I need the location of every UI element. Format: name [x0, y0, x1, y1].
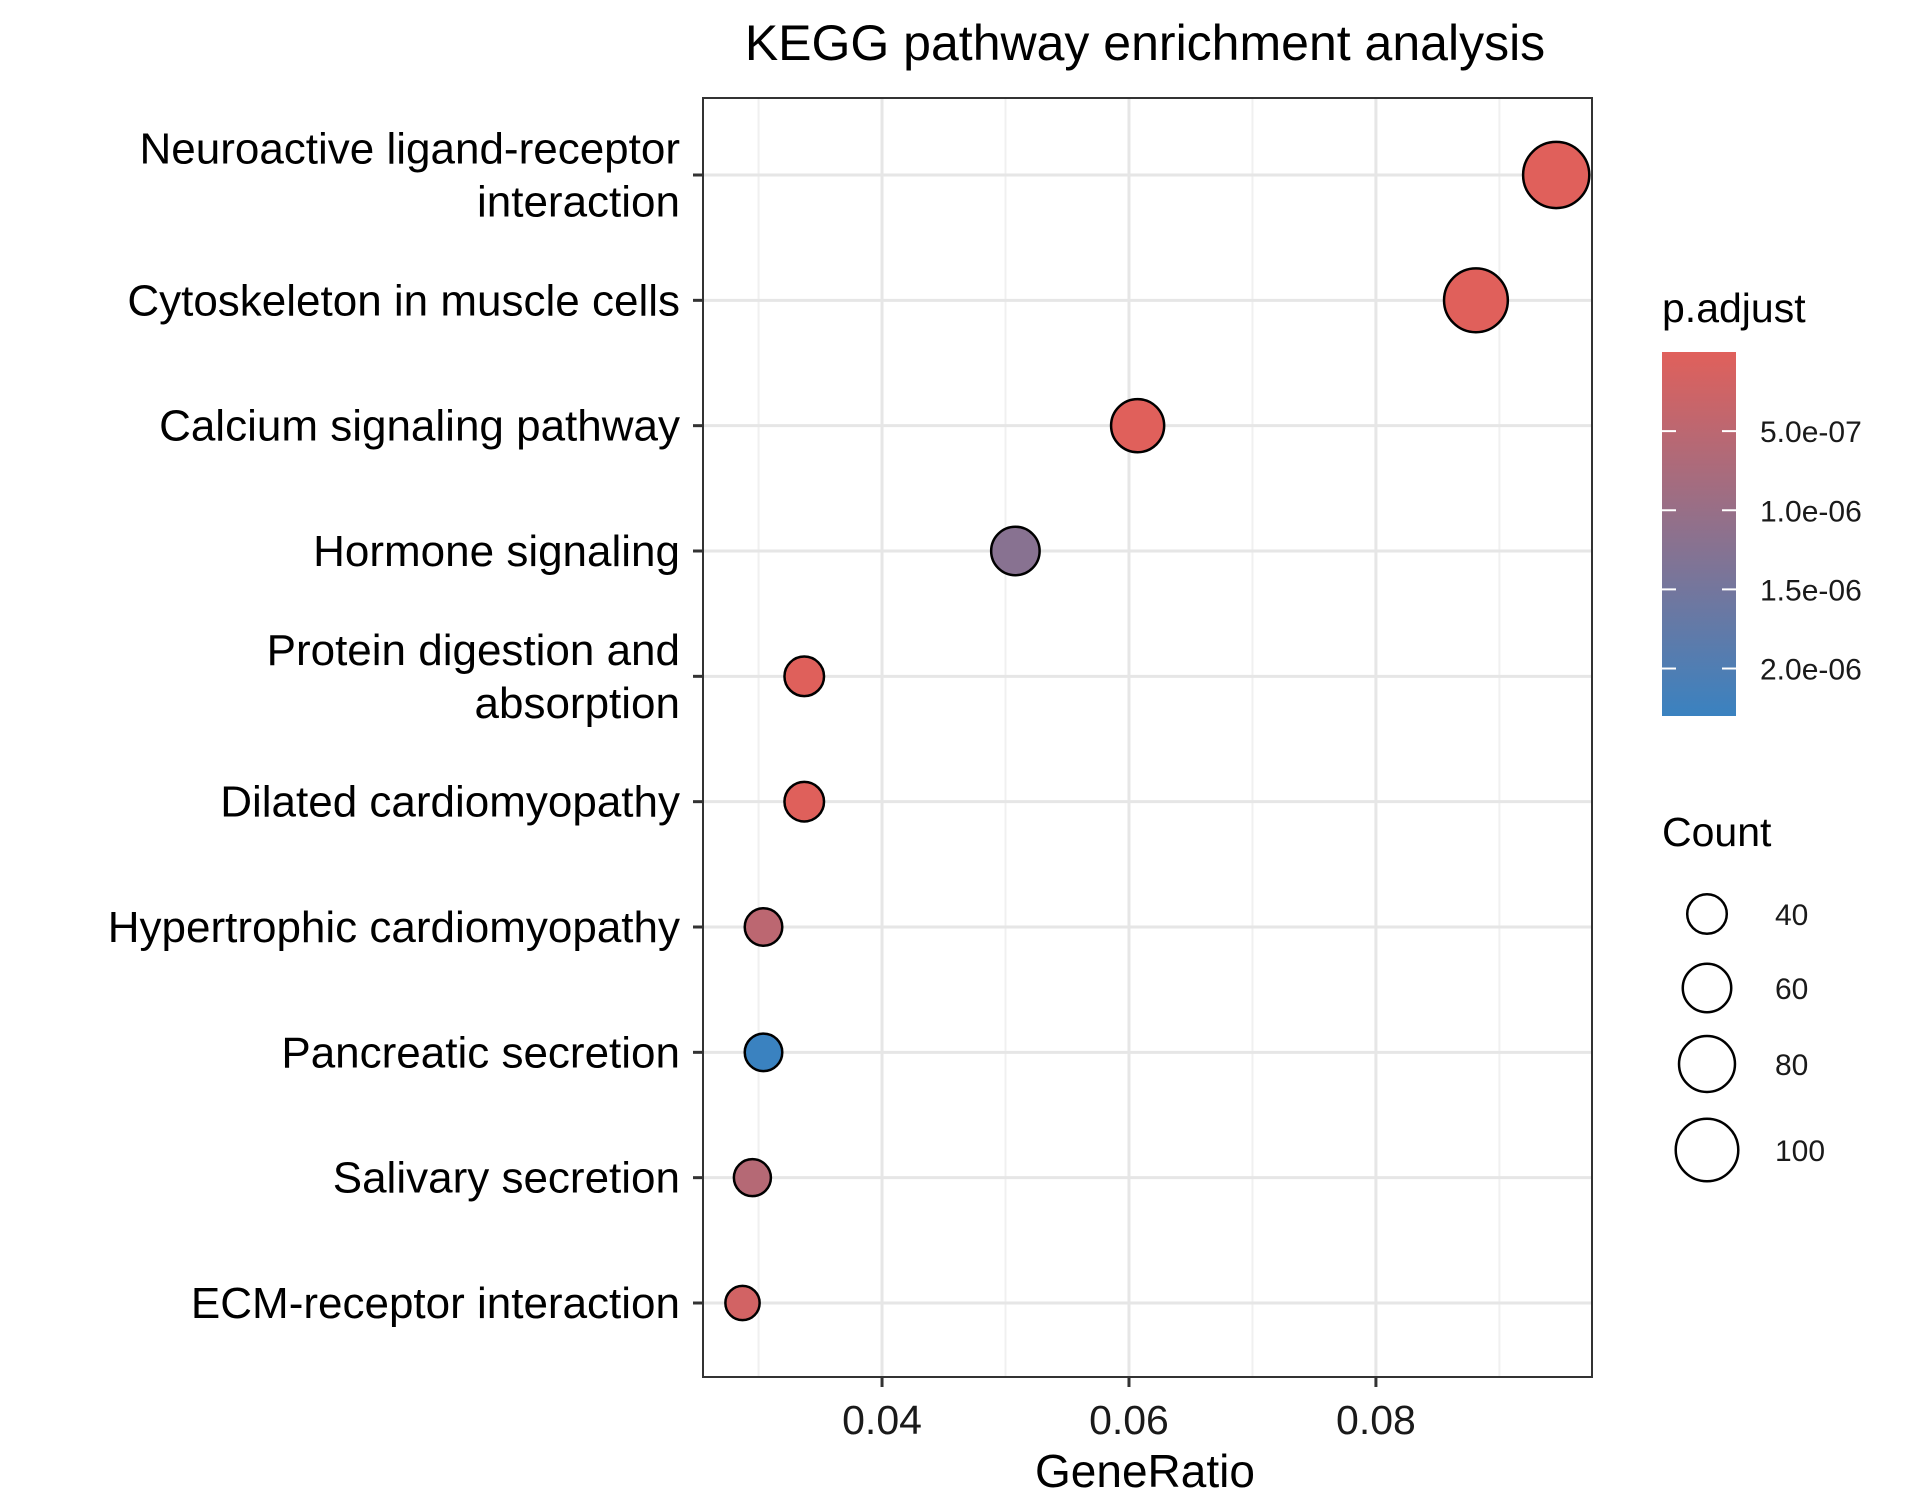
data-point: [743, 906, 784, 948]
category-label: absorption: [475, 679, 680, 728]
colorbar-tick-label: 1.5e-06: [1760, 574, 1862, 607]
data-point: [743, 1032, 784, 1073]
color-legend-title: p.adjust: [1662, 285, 1806, 331]
colorbar-tick-label: 5.0e-07: [1760, 416, 1862, 449]
x-tick-label: 0.08: [1336, 1397, 1416, 1443]
x-tick-label: 0.06: [1089, 1397, 1169, 1443]
data-point: [783, 655, 826, 698]
category-label: Hormone signaling: [313, 527, 680, 576]
data-point: [783, 780, 826, 823]
data-point: [1442, 267, 1510, 334]
panel-background: [703, 98, 1592, 1377]
category-label: Hypertrophic cardiomyopathy: [108, 903, 680, 952]
colorbar-tick-label: 1.0e-06: [1760, 495, 1862, 528]
size-legend-circle: [1681, 962, 1733, 1014]
size-legend-label: 100: [1775, 1135, 1825, 1168]
data-point: [724, 1284, 761, 1322]
colorbar-tick-label: 2.0e-06: [1760, 654, 1862, 687]
data-point: [1521, 140, 1591, 210]
category-label: Pancreatic secretion: [281, 1028, 680, 1077]
category-label: interaction: [477, 178, 680, 227]
category-label: ECM-receptor interaction: [191, 1279, 680, 1328]
colorbar: [1662, 352, 1736, 716]
data-point: [732, 1157, 773, 1198]
data-point: [1109, 397, 1166, 454]
data-point: [989, 525, 1041, 577]
category-label: Salivary secretion: [333, 1154, 680, 1203]
chart-title: KEGG pathway enrichment analysis: [745, 15, 1545, 71]
x-axis-label: GeneRatio: [1035, 1445, 1255, 1497]
category-label: Cytoskeleton in muscle cells: [127, 276, 680, 325]
size-legend-label: 60: [1775, 973, 1808, 1006]
category-label: Neuroactive ligand-receptor: [139, 125, 680, 174]
size-legend-title: Count: [1662, 809, 1772, 855]
size-legend-label: 80: [1775, 1049, 1808, 1082]
category-label: Dilated cardiomyopathy: [220, 778, 680, 827]
size-legend-label: 40: [1775, 899, 1808, 932]
color-legend: p.adjust 5.0e-07 1.0e-06 1.5e-06 2.0e-06: [1662, 285, 1862, 716]
category-label: Calcium signaling pathway: [159, 402, 680, 451]
size-legend-circle: [1677, 1034, 1737, 1094]
size-legend-circle: [1674, 1117, 1740, 1183]
x-tick-label: 0.04: [842, 1397, 922, 1443]
size-legend-circle: [1685, 892, 1729, 936]
panel-border: [702, 97, 1593, 1378]
size-legend: Count 40 60 80 100: [1662, 809, 1825, 1183]
category-label: Protein digestion and: [267, 626, 680, 675]
